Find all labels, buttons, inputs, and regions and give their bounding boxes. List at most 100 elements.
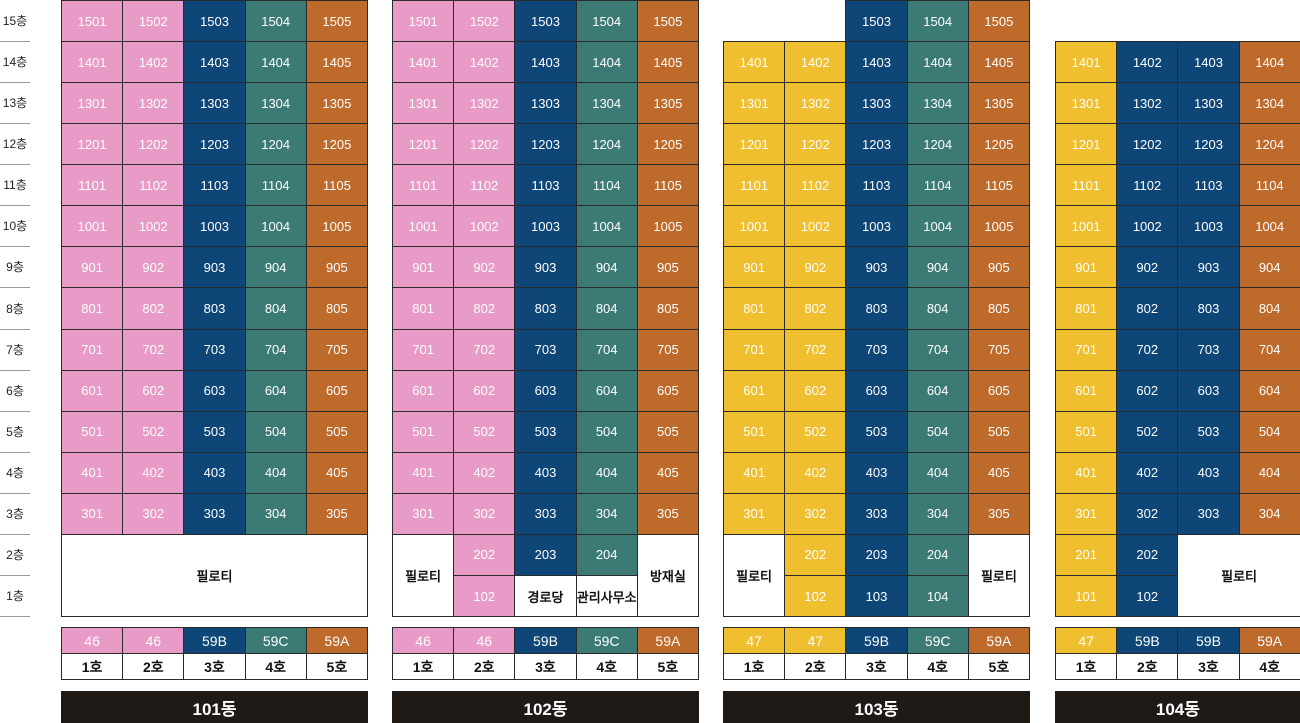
unit-cell[interactable]: 905 xyxy=(967,246,1030,289)
unit-cell[interactable]: 903 xyxy=(514,246,577,289)
unit-cell[interactable]: 1304 xyxy=(1238,82,1300,125)
unit-cell[interactable]: 203 xyxy=(514,533,577,576)
unit-cell[interactable]: 1402 xyxy=(122,41,185,84)
unit-cell[interactable]: 902 xyxy=(122,246,185,289)
unit-cell[interactable]: 1005 xyxy=(636,205,699,248)
unit-cell[interactable]: 801 xyxy=(1055,287,1118,330)
unit-cell[interactable]: 701 xyxy=(723,328,786,371)
unit-cell[interactable]: 1002 xyxy=(784,205,847,248)
unit-cell[interactable]: 1202 xyxy=(453,123,516,166)
unit-cell[interactable]: 1403 xyxy=(845,41,908,84)
unit-cell[interactable]: 1505 xyxy=(967,0,1030,43)
unit-cell[interactable]: 402 xyxy=(784,451,847,494)
unit-cell[interactable]: 1003 xyxy=(845,205,908,248)
unit-cell[interactable]: 902 xyxy=(784,246,847,289)
unit-cell[interactable]: 1303 xyxy=(183,82,246,125)
unit-cell[interactable]: 204 xyxy=(575,533,638,576)
unit-cell[interactable]: 1403 xyxy=(183,41,246,84)
unit-cell[interactable]: 403 xyxy=(183,451,246,494)
unit-cell[interactable]: 405 xyxy=(305,451,368,494)
unit-cell[interactable]: 904 xyxy=(906,246,969,289)
unit-cell[interactable]: 1401 xyxy=(723,41,786,84)
unit-cell[interactable]: 304 xyxy=(244,492,307,535)
unit-cell[interactable]: 303 xyxy=(183,492,246,535)
unit-cell[interactable]: 1104 xyxy=(906,164,969,207)
unit-cell[interactable]: 302 xyxy=(453,492,516,535)
unit-cell[interactable]: 1501 xyxy=(392,0,455,43)
unit-cell[interactable]: 102 xyxy=(1116,574,1179,618)
unit-cell[interactable]: 503 xyxy=(1177,410,1240,453)
unit-cell[interactable]: 301 xyxy=(1055,492,1118,535)
unit-cell[interactable]: 704 xyxy=(1238,328,1300,371)
unit-cell[interactable]: 301 xyxy=(392,492,455,535)
unit-cell[interactable]: 204 xyxy=(906,533,969,576)
unit-cell[interactable]: 1305 xyxy=(967,82,1030,125)
unit-cell[interactable]: 905 xyxy=(305,246,368,289)
unit-cell[interactable]: 1105 xyxy=(305,164,368,207)
unit-cell[interactable]: 505 xyxy=(305,410,368,453)
unit-cell[interactable]: 405 xyxy=(967,451,1030,494)
unit-cell[interactable]: 904 xyxy=(244,246,307,289)
unit-cell[interactable]: 703 xyxy=(845,328,908,371)
unit-cell[interactable]: 705 xyxy=(967,328,1030,371)
unit-cell[interactable]: 401 xyxy=(392,451,455,494)
unit-cell[interactable]: 501 xyxy=(1055,410,1118,453)
unit-cell[interactable]: 501 xyxy=(723,410,786,453)
unit-cell[interactable]: 804 xyxy=(1238,287,1300,330)
unit-cell[interactable]: 1001 xyxy=(61,205,124,248)
unit-cell[interactable]: 1003 xyxy=(514,205,577,248)
unit-cell[interactable]: 402 xyxy=(122,451,185,494)
unit-cell[interactable]: 1004 xyxy=(244,205,307,248)
unit-cell[interactable]: 903 xyxy=(845,246,908,289)
unit-cell[interactable]: 203 xyxy=(845,533,908,576)
unit-cell[interactable]: 1302 xyxy=(453,82,516,125)
unit-cell[interactable]: 803 xyxy=(183,287,246,330)
unit-cell[interactable]: 402 xyxy=(1116,451,1179,494)
unit-cell[interactable]: 1404 xyxy=(1238,41,1300,84)
unit-cell[interactable]: 1302 xyxy=(122,82,185,125)
unit-cell[interactable]: 804 xyxy=(906,287,969,330)
unit-cell[interactable]: 1505 xyxy=(305,0,368,43)
unit-cell[interactable]: 805 xyxy=(305,287,368,330)
unit-cell[interactable]: 1201 xyxy=(723,123,786,166)
unit-cell[interactable]: 905 xyxy=(636,246,699,289)
unit-cell[interactable]: 1203 xyxy=(514,123,577,166)
unit-cell[interactable]: 504 xyxy=(1238,410,1300,453)
unit-cell[interactable]: 1401 xyxy=(1055,41,1118,84)
unit-cell[interactable]: 403 xyxy=(845,451,908,494)
unit-cell[interactable]: 102 xyxy=(784,574,847,618)
unit-cell[interactable]: 1504 xyxy=(575,0,638,43)
unit-cell[interactable]: 302 xyxy=(784,492,847,535)
unit-cell[interactable]: 1402 xyxy=(1116,41,1179,84)
unit-cell[interactable]: 803 xyxy=(845,287,908,330)
unit-cell[interactable]: 802 xyxy=(1116,287,1179,330)
unit-cell[interactable]: 202 xyxy=(453,533,516,576)
unit-cell[interactable]: 801 xyxy=(392,287,455,330)
unit-cell[interactable]: 702 xyxy=(784,328,847,371)
unit-cell[interactable]: 505 xyxy=(967,410,1030,453)
unit-cell[interactable]: 104 xyxy=(906,574,969,618)
unit-cell[interactable]: 602 xyxy=(1116,369,1179,412)
unit-cell[interactable]: 301 xyxy=(723,492,786,535)
unit-cell[interactable]: 401 xyxy=(723,451,786,494)
unit-cell[interactable]: 601 xyxy=(1055,369,1118,412)
unit-cell[interactable]: 1204 xyxy=(244,123,307,166)
unit-cell[interactable]: 904 xyxy=(1238,246,1300,289)
unit-cell[interactable]: 1503 xyxy=(845,0,908,43)
unit-cell[interactable]: 404 xyxy=(906,451,969,494)
unit-cell[interactable]: 305 xyxy=(305,492,368,535)
unit-cell[interactable]: 1202 xyxy=(1116,123,1179,166)
unit-cell[interactable]: 704 xyxy=(244,328,307,371)
unit-cell[interactable]: 1003 xyxy=(1177,205,1240,248)
unit-cell[interactable]: 304 xyxy=(575,492,638,535)
unit-cell[interactable]: 1403 xyxy=(1177,41,1240,84)
unit-cell[interactable]: 1301 xyxy=(392,82,455,125)
unit-cell[interactable]: 1504 xyxy=(244,0,307,43)
unit-cell[interactable]: 701 xyxy=(61,328,124,371)
unit-cell[interactable]: 1202 xyxy=(122,123,185,166)
unit-cell[interactable]: 1203 xyxy=(1177,123,1240,166)
unit-cell[interactable]: 901 xyxy=(61,246,124,289)
unit-cell[interactable]: 303 xyxy=(1177,492,1240,535)
unit-cell[interactable]: 1501 xyxy=(61,0,124,43)
unit-cell[interactable]: 1104 xyxy=(1238,164,1300,207)
